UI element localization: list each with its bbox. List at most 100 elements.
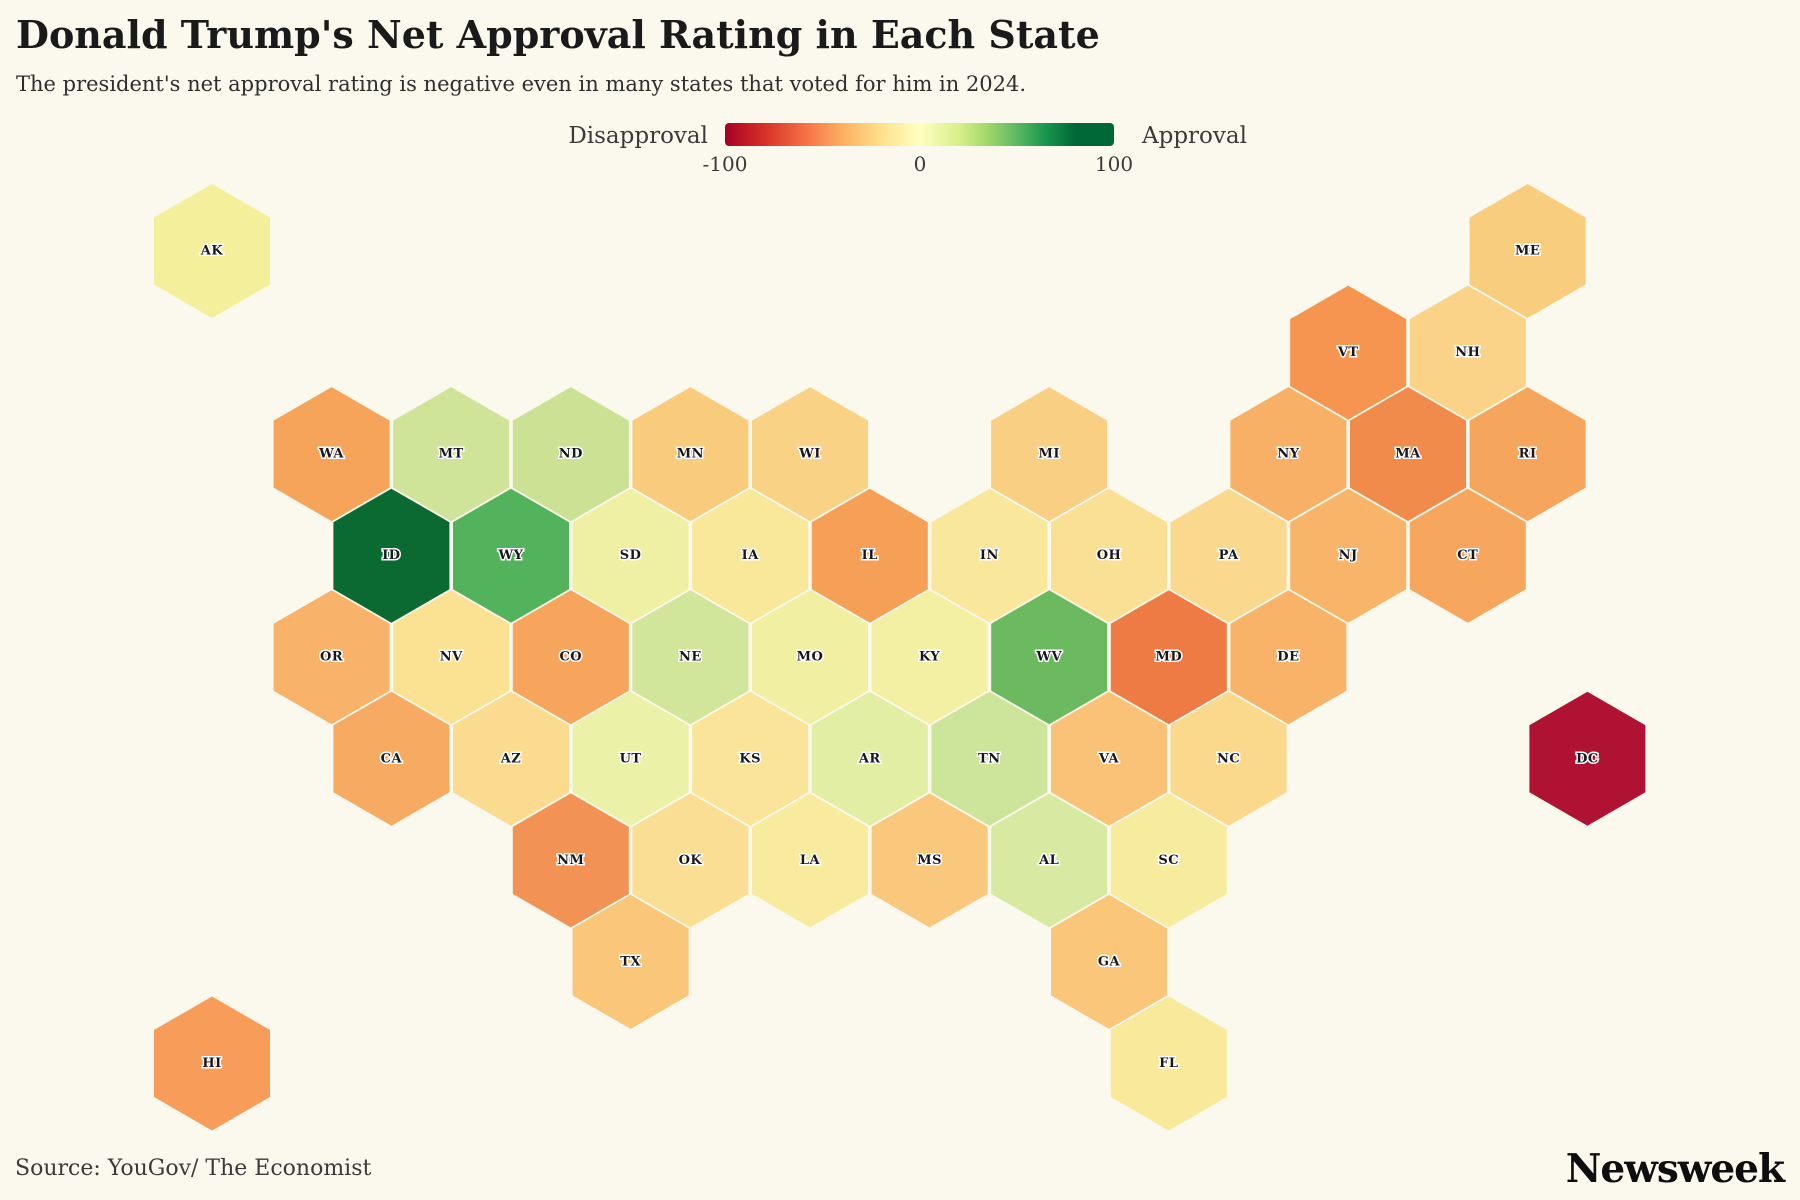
state-hex-shape-ia[interactable] [692, 488, 809, 623]
state-hex-shape-id[interactable] [333, 488, 450, 623]
state-hex-az[interactable]: AZ [453, 691, 569, 826]
state-hex-nd[interactable]: ND [512, 387, 629, 522]
state-hex-mn[interactable]: MN [632, 387, 749, 522]
state-hex-shape-tn[interactable] [931, 691, 1048, 826]
state-hex-dc[interactable]: DC [1529, 691, 1646, 826]
state-hex-nm[interactable]: NM [512, 793, 629, 928]
state-hex-or[interactable]: OR [273, 590, 390, 725]
state-hex-al[interactable]: AL [991, 793, 1108, 928]
state-hex-shape-ma[interactable] [1350, 387, 1466, 522]
state-hex-shape-vt[interactable] [1290, 285, 1407, 420]
state-hex-shape-ca[interactable] [333, 691, 450, 826]
state-hex-wv[interactable]: WV [991, 590, 1108, 725]
state-hex-shape-la[interactable] [752, 793, 868, 928]
state-hex-shape-mo[interactable] [752, 590, 868, 725]
state-hex-ca[interactable]: CA [333, 691, 450, 826]
state-hex-shape-oh[interactable] [1051, 488, 1167, 623]
state-hex-shape-va[interactable] [1051, 691, 1167, 826]
state-hex-shape-pa[interactable] [1170, 488, 1287, 623]
state-hex-in[interactable]: IN [931, 488, 1048, 623]
state-hex-shape-de[interactable] [1230, 590, 1347, 725]
state-hex-shape-in[interactable] [931, 488, 1048, 623]
state-hex-ms[interactable]: MS [871, 793, 988, 928]
state-hex-shape-ar[interactable] [811, 691, 928, 826]
state-hex-shape-al[interactable] [991, 793, 1108, 928]
state-hex-shape-wi[interactable] [752, 387, 868, 522]
state-hex-il[interactable]: IL [811, 488, 928, 623]
state-hex-shape-nh[interactable] [1409, 285, 1526, 420]
state-hex-shape-il[interactable] [811, 488, 928, 623]
state-hex-mt[interactable]: MT [393, 387, 510, 522]
state-hex-ut[interactable]: UT [572, 691, 689, 826]
state-hex-de[interactable]: DE [1230, 590, 1347, 725]
state-hex-shape-fl[interactable] [1110, 996, 1227, 1131]
state-hex-shape-mt[interactable] [393, 387, 510, 522]
state-hex-shape-ct[interactable] [1409, 488, 1526, 623]
state-hex-sd[interactable]: SD [572, 488, 689, 623]
state-hex-wi[interactable]: WI [752, 387, 868, 522]
state-hex-shape-nc[interactable] [1170, 691, 1287, 826]
state-hex-vt[interactable]: VT [1290, 285, 1407, 420]
state-hex-ar[interactable]: AR [811, 691, 928, 826]
state-hex-shape-nj[interactable] [1290, 488, 1407, 623]
state-hex-shape-az[interactable] [453, 691, 569, 826]
state-hex-shape-tx[interactable] [572, 894, 689, 1029]
state-hex-nc[interactable]: NC [1170, 691, 1287, 826]
state-hex-shape-dc[interactable] [1529, 691, 1646, 826]
state-hex-shape-hi[interactable] [154, 996, 270, 1131]
state-hex-shape-or[interactable] [273, 590, 390, 725]
state-hex-ny[interactable]: NY [1230, 387, 1347, 522]
state-hex-shape-ok[interactable] [632, 793, 749, 928]
state-hex-shape-ri[interactable] [1469, 387, 1586, 522]
state-hex-sc[interactable]: SC [1110, 793, 1227, 928]
state-hex-wy[interactable]: WY [453, 488, 569, 623]
state-hex-shape-md[interactable] [1110, 590, 1227, 725]
state-hex-nh[interactable]: NH [1409, 285, 1526, 420]
state-hex-pa[interactable]: PA [1170, 488, 1287, 623]
state-hex-shape-sd[interactable] [572, 488, 689, 623]
state-hex-tn[interactable]: TN [931, 691, 1048, 826]
state-hex-tx[interactable]: TX [572, 894, 689, 1029]
state-hex-nj[interactable]: NJ [1290, 488, 1407, 623]
state-hex-shape-ut[interactable] [572, 691, 689, 826]
state-hex-ia[interactable]: IA [692, 488, 809, 623]
state-hex-md[interactable]: MD [1110, 590, 1227, 725]
state-hex-shape-nv[interactable] [393, 590, 510, 725]
state-hex-shape-nm[interactable] [512, 793, 629, 928]
state-hex-shape-ny[interactable] [1230, 387, 1347, 522]
state-hex-shape-co[interactable] [512, 590, 629, 725]
state-hex-id[interactable]: ID [333, 488, 450, 623]
state-hex-shape-ky[interactable] [871, 590, 988, 725]
state-hex-ne[interactable]: NE [632, 590, 749, 725]
state-hex-shape-mi[interactable] [991, 387, 1108, 522]
state-hex-co[interactable]: CO [512, 590, 629, 725]
state-hex-ok[interactable]: OK [632, 793, 749, 928]
state-hex-shape-wv[interactable] [991, 590, 1108, 725]
state-hex-me[interactable]: ME [1469, 184, 1586, 318]
state-hex-ri[interactable]: RI [1469, 387, 1586, 522]
state-hex-shape-sc[interactable] [1110, 793, 1227, 928]
state-hex-ct[interactable]: CT [1409, 488, 1526, 623]
state-hex-shape-wy[interactable] [453, 488, 569, 623]
state-hex-ks[interactable]: KS [692, 691, 809, 826]
state-hex-mi[interactable]: MI [991, 387, 1108, 522]
state-hex-ak[interactable]: AK [154, 184, 270, 318]
state-hex-shape-mn[interactable] [632, 387, 749, 522]
state-hex-hi[interactable]: HI [154, 996, 270, 1131]
state-hex-fl[interactable]: FL [1110, 996, 1227, 1131]
state-hex-shape-ks[interactable] [692, 691, 809, 826]
state-hex-va[interactable]: VA [1051, 691, 1167, 826]
state-hex-shape-ms[interactable] [871, 793, 988, 928]
state-hex-shape-ga[interactable] [1051, 894, 1167, 1029]
state-hex-shape-nd[interactable] [512, 387, 629, 522]
state-hex-wa[interactable]: WA [273, 387, 390, 522]
state-hex-ky[interactable]: KY [871, 590, 988, 725]
state-hex-shape-me[interactable] [1469, 184, 1586, 318]
state-hex-mo[interactable]: MO [752, 590, 868, 725]
state-hex-shape-wa[interactable] [273, 387, 390, 522]
state-hex-ma[interactable]: MA [1350, 387, 1466, 522]
state-hex-oh[interactable]: OH [1051, 488, 1167, 623]
state-hex-la[interactable]: LA [752, 793, 868, 928]
state-hex-shape-ne[interactable] [632, 590, 749, 725]
state-hex-shape-ak[interactable] [154, 184, 270, 318]
